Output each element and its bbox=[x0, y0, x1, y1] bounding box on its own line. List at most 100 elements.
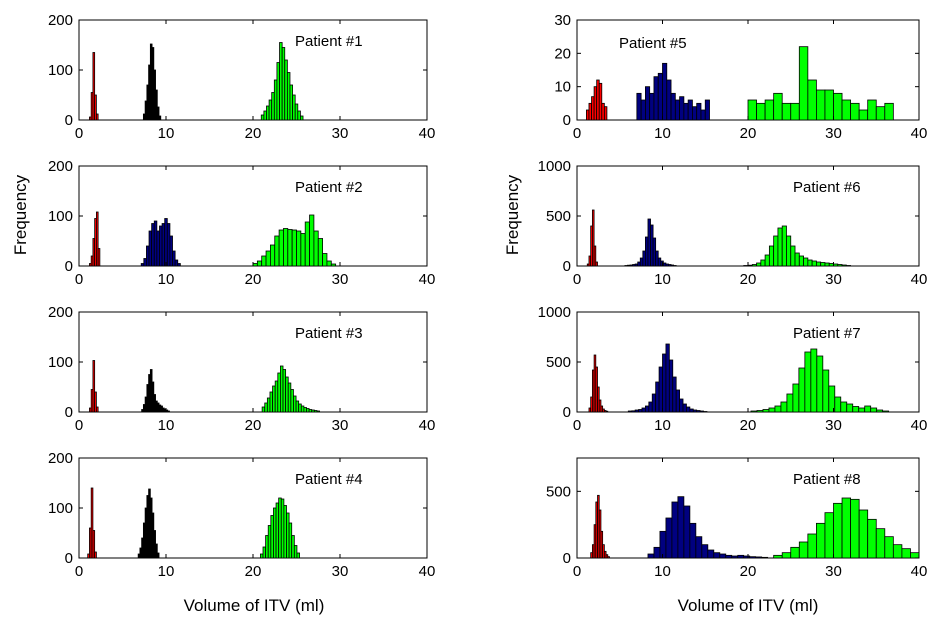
x-tick-label: 0 bbox=[573, 125, 581, 142]
x-tick-label: 20 bbox=[740, 417, 757, 434]
histogram-bar bbox=[822, 369, 830, 413]
histogram-bar bbox=[858, 407, 866, 413]
histogram-bar bbox=[833, 263, 839, 267]
histogram-bar bbox=[156, 552, 160, 559]
x-tick-label: 10 bbox=[158, 563, 175, 580]
histogram-bar bbox=[764, 99, 775, 121]
x-tick-label: 10 bbox=[158, 271, 175, 288]
histogram-bar bbox=[696, 410, 701, 413]
histogram-bar bbox=[864, 405, 872, 413]
histogram-bar bbox=[696, 102, 702, 121]
histogram-bar bbox=[768, 407, 776, 413]
x-tick-label: 20 bbox=[740, 563, 757, 580]
histogram-bar bbox=[687, 99, 693, 121]
histogram-bar bbox=[641, 407, 646, 413]
panel-frame bbox=[78, 311, 428, 413]
x-tick-label: 40 bbox=[911, 417, 928, 434]
y-tick-label: 100 bbox=[48, 208, 73, 225]
panel-frame bbox=[78, 19, 428, 121]
histogram-bar bbox=[657, 72, 663, 121]
y-tick-label: 500 bbox=[546, 354, 571, 371]
histogram-bar bbox=[252, 263, 258, 267]
panel-6: 0 10 20 30 40 0 500 1000 Patient #6 bbox=[538, 158, 928, 288]
panel-title: Patient #1 bbox=[295, 33, 363, 50]
histogram-bar bbox=[679, 96, 685, 121]
histogram-bar bbox=[824, 512, 834, 559]
histogram-bar bbox=[824, 89, 834, 121]
histogram-bar bbox=[901, 548, 911, 559]
histogram-bar bbox=[651, 393, 657, 413]
histogram-bar bbox=[296, 230, 302, 267]
histogram-bar bbox=[892, 544, 903, 559]
histogram-bar bbox=[780, 401, 788, 413]
histogram-bar bbox=[598, 82, 603, 121]
panel-title: Patient #2 bbox=[295, 179, 363, 196]
panel-title: Patient #5 bbox=[619, 35, 687, 52]
histogram-bar bbox=[701, 544, 709, 559]
histogram-bar bbox=[731, 555, 739, 559]
panel-title: Patient #6 bbox=[793, 179, 861, 196]
x-tick-label: 40 bbox=[419, 417, 436, 434]
histogram-bar bbox=[692, 409, 698, 413]
histogram-bar bbox=[597, 386, 600, 413]
histogram-bar bbox=[92, 360, 96, 413]
histogram-bar bbox=[820, 262, 826, 267]
x-tick-label: 0 bbox=[573, 563, 581, 580]
histogram-bar bbox=[283, 228, 289, 267]
histogram-bar bbox=[670, 92, 676, 121]
histogram-bar bbox=[92, 530, 96, 559]
histogram-bar bbox=[647, 553, 655, 559]
histogram-bar bbox=[177, 263, 181, 267]
histogram-bar bbox=[774, 405, 782, 413]
histogram-bar bbox=[261, 255, 267, 267]
histogram-bar bbox=[798, 367, 806, 413]
histogram-bar bbox=[804, 351, 812, 413]
histogram-bar bbox=[605, 410, 609, 413]
histogram-bar bbox=[807, 259, 813, 267]
histogram-bar bbox=[751, 264, 757, 267]
histogram-bar bbox=[631, 410, 636, 413]
histogram-bar bbox=[673, 265, 677, 267]
histogram-bar bbox=[672, 376, 677, 413]
x-tick-label: 30 bbox=[825, 271, 842, 288]
histogram-bar bbox=[870, 407, 878, 413]
histogram-bar bbox=[158, 115, 162, 121]
histogram-bar bbox=[858, 109, 869, 121]
histogram-bar bbox=[910, 552, 920, 559]
histogram-bar bbox=[94, 551, 97, 559]
y-tick-label: 200 bbox=[48, 12, 73, 29]
histogram-bar bbox=[803, 257, 809, 267]
histogram-bar bbox=[96, 113, 99, 121]
histogram-bar bbox=[653, 76, 659, 121]
histogram-bar bbox=[645, 405, 650, 413]
panel-2: 0 10 20 30 40 0 100 200 Patient #2 bbox=[48, 158, 435, 288]
x-tick-label: 40 bbox=[911, 271, 928, 288]
histogram-bar bbox=[786, 393, 794, 413]
y-tick-label: 200 bbox=[48, 304, 73, 321]
histogram-bar bbox=[278, 229, 284, 267]
histogram-bar bbox=[665, 343, 670, 413]
histogram-bar bbox=[773, 92, 783, 121]
panel-frame bbox=[78, 165, 428, 267]
histogram-bar bbox=[322, 253, 328, 267]
histogram-bar bbox=[762, 409, 770, 413]
histogram-bar bbox=[704, 99, 710, 121]
histogram-bar bbox=[692, 106, 698, 121]
histogram-bar bbox=[755, 556, 763, 559]
histogram-bar bbox=[591, 209, 595, 267]
histogram-bar bbox=[884, 102, 894, 121]
histogram-bar bbox=[786, 235, 792, 267]
histogram-bar bbox=[781, 552, 792, 559]
histogram-bar bbox=[155, 89, 158, 121]
histogram-bar bbox=[640, 99, 646, 121]
histogram-bar bbox=[679, 398, 684, 413]
y-tick-label: 0 bbox=[563, 258, 571, 275]
histogram-bar bbox=[96, 211, 99, 267]
y-tick-label: 0 bbox=[563, 112, 571, 129]
histogram-bar bbox=[760, 259, 766, 267]
histogram-bar bbox=[689, 522, 697, 559]
histogram-bar bbox=[756, 410, 764, 413]
x-axis-label-right: Volume of ITV (ml) bbox=[678, 596, 819, 615]
histogram-bar bbox=[700, 109, 706, 121]
